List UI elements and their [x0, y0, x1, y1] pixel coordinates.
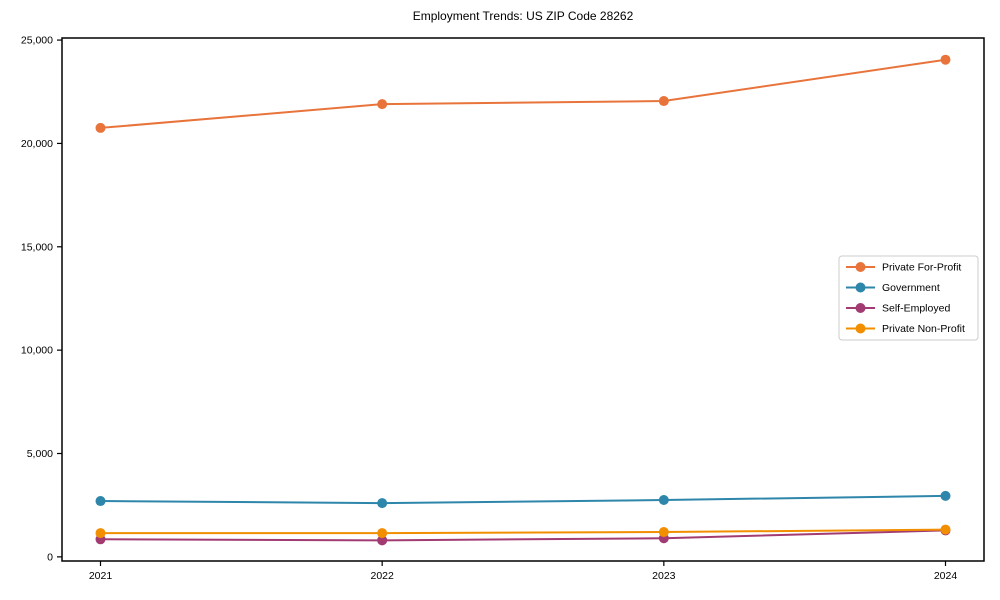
legend-box	[838, 255, 979, 341]
legend-label: Private Non-Profit	[882, 323, 965, 335]
y-tick-label: 25,000	[21, 35, 53, 47]
legend-marker	[855, 303, 866, 313]
y-tick-label: 15,000	[21, 241, 53, 253]
series-marker	[658, 96, 669, 107]
series-marker	[658, 527, 669, 538]
series-line	[99, 494, 947, 505]
legend-label: Government	[882, 282, 940, 294]
x-tick-label: 2021	[89, 570, 113, 582]
chart-title: Employment Trends: US ZIP Code 28262	[412, 9, 634, 23]
series-marker	[95, 122, 106, 133]
legend-marker	[855, 323, 866, 334]
legend-marker	[855, 282, 866, 293]
legend-item: Government	[846, 282, 940, 294]
x-tick-label: 2024	[934, 570, 958, 582]
series-line	[99, 58, 947, 129]
y-tick-label: 10,000	[21, 345, 53, 357]
series-line	[99, 529, 947, 542]
series-line	[99, 528, 947, 535]
series-marker	[377, 535, 388, 546]
x-tick-label: 2022	[370, 570, 394, 582]
series-marker	[377, 528, 388, 539]
y-tick-label: 20,000	[21, 138, 53, 150]
series-marker	[377, 498, 388, 509]
legend-item: Self-Employed	[846, 303, 950, 315]
legend-item: Private Non-Profit	[846, 323, 965, 335]
x-tick-label: 2023	[652, 570, 676, 582]
legend-label: Self-Employed	[882, 303, 950, 315]
series-marker	[95, 496, 106, 507]
series-marker	[940, 524, 951, 535]
y-tick-label: 0	[47, 551, 53, 563]
series-marker	[940, 54, 951, 65]
series-marker	[95, 528, 106, 539]
legend-marker	[855, 262, 866, 272]
y-tick-label: 5,000	[27, 448, 53, 460]
legend-label: Private For-Profit	[882, 262, 961, 274]
legend-item: Private For-Profit	[846, 262, 961, 274]
series-marker	[940, 490, 951, 501]
plot-border	[61, 37, 985, 562]
series-marker	[658, 495, 669, 506]
series-marker	[377, 99, 388, 110]
